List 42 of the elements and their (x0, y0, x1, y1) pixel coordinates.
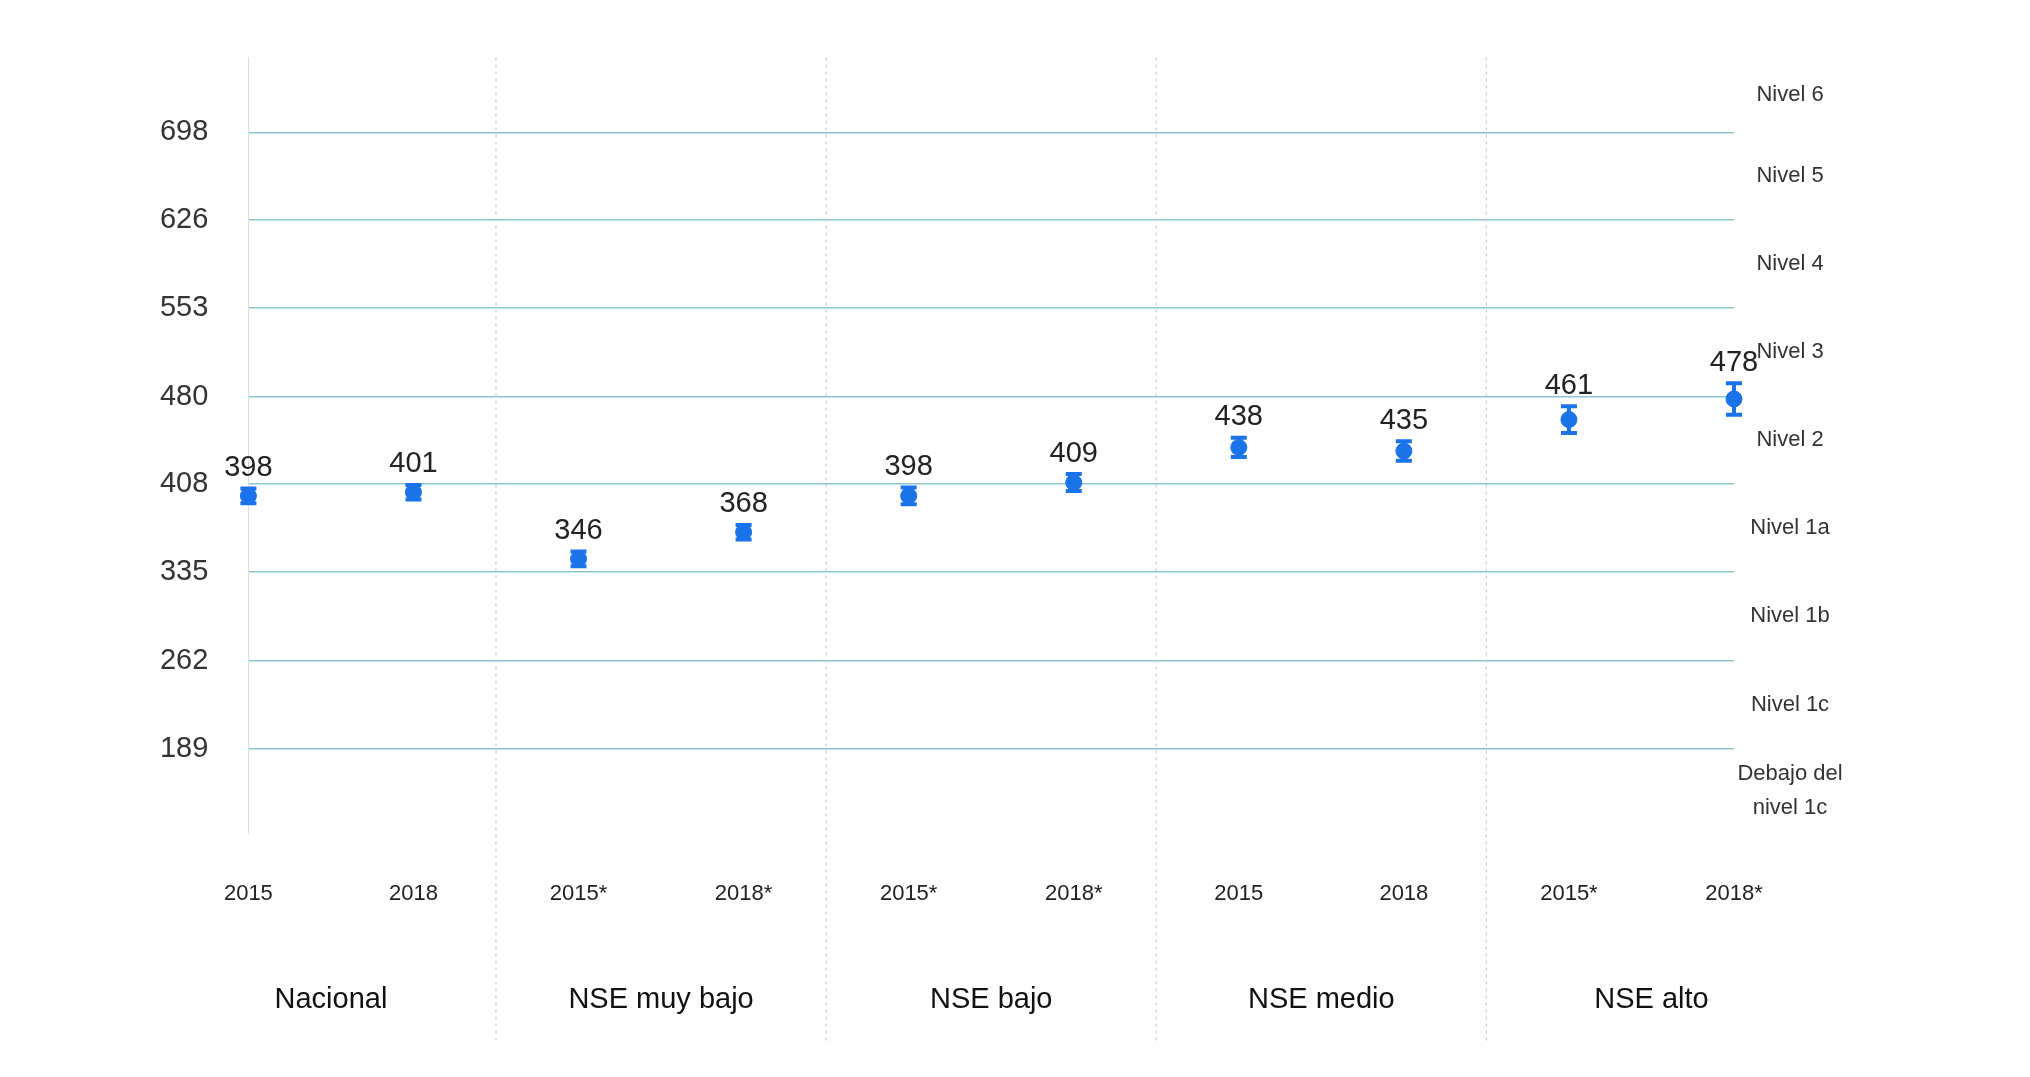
text: NSE bajo (929, 982, 1053, 1014)
text: Nivel 6 (1756, 81, 1824, 107)
data-label: 398 (884, 448, 933, 481)
y-tick-label: 553 (159, 290, 209, 323)
x-tick-label: 2015* (549, 879, 608, 905)
data-label: 398 (224, 450, 273, 483)
x-tick-label: 2015 (1214, 879, 1264, 905)
y-tick-label: 480 (159, 378, 209, 411)
x-tick-label: 2015* (1540, 879, 1599, 905)
data-label: 368 (719, 486, 768, 519)
text: Nacional (274, 982, 388, 1014)
data-label: 438 (1214, 399, 1263, 432)
y-tick-label: 698 (159, 114, 209, 147)
y-tick-label: 626 (159, 201, 209, 234)
text: Nivel 5 (1756, 162, 1824, 188)
x-tick-label: 2018* (1705, 879, 1764, 905)
text: NSE medio (1247, 982, 1395, 1014)
text: Nivel 1a (1750, 514, 1831, 540)
text: Nivel 1b (1750, 602, 1830, 628)
y-tick-label: 189 (159, 731, 209, 764)
x-tick-label: 2018* (714, 879, 773, 905)
data-label: 461 (1544, 367, 1594, 400)
text: NSE muy bajo (568, 982, 754, 1014)
x-tick-label: 2018* (1044, 879, 1103, 905)
data-label: 478 (1709, 344, 1759, 377)
x-tick-label: 2015* (879, 879, 938, 905)
text: Nivel 4 (1756, 249, 1824, 275)
data-label: 435 (1379, 402, 1429, 435)
data-label: 401 (389, 446, 438, 479)
text: Nivel 1c (1750, 690, 1830, 716)
y-tick-label: 408 (159, 465, 209, 498)
x-tick-label: 2015 (223, 879, 273, 905)
x-tick-label: 2018 (1379, 879, 1429, 905)
text: NSE alto (1594, 982, 1709, 1014)
y-tick-label: 262 (159, 642, 209, 675)
data-label: 346 (554, 513, 603, 546)
x-tick-label: 2018 (388, 879, 438, 905)
text: Debajo del nivel 1c (1737, 759, 1843, 819)
text: Nivel 2 (1756, 426, 1824, 452)
text: Nivel 3 (1756, 338, 1824, 364)
data-label: 409 (1049, 435, 1098, 468)
y-tick-label: 335 (159, 554, 209, 587)
